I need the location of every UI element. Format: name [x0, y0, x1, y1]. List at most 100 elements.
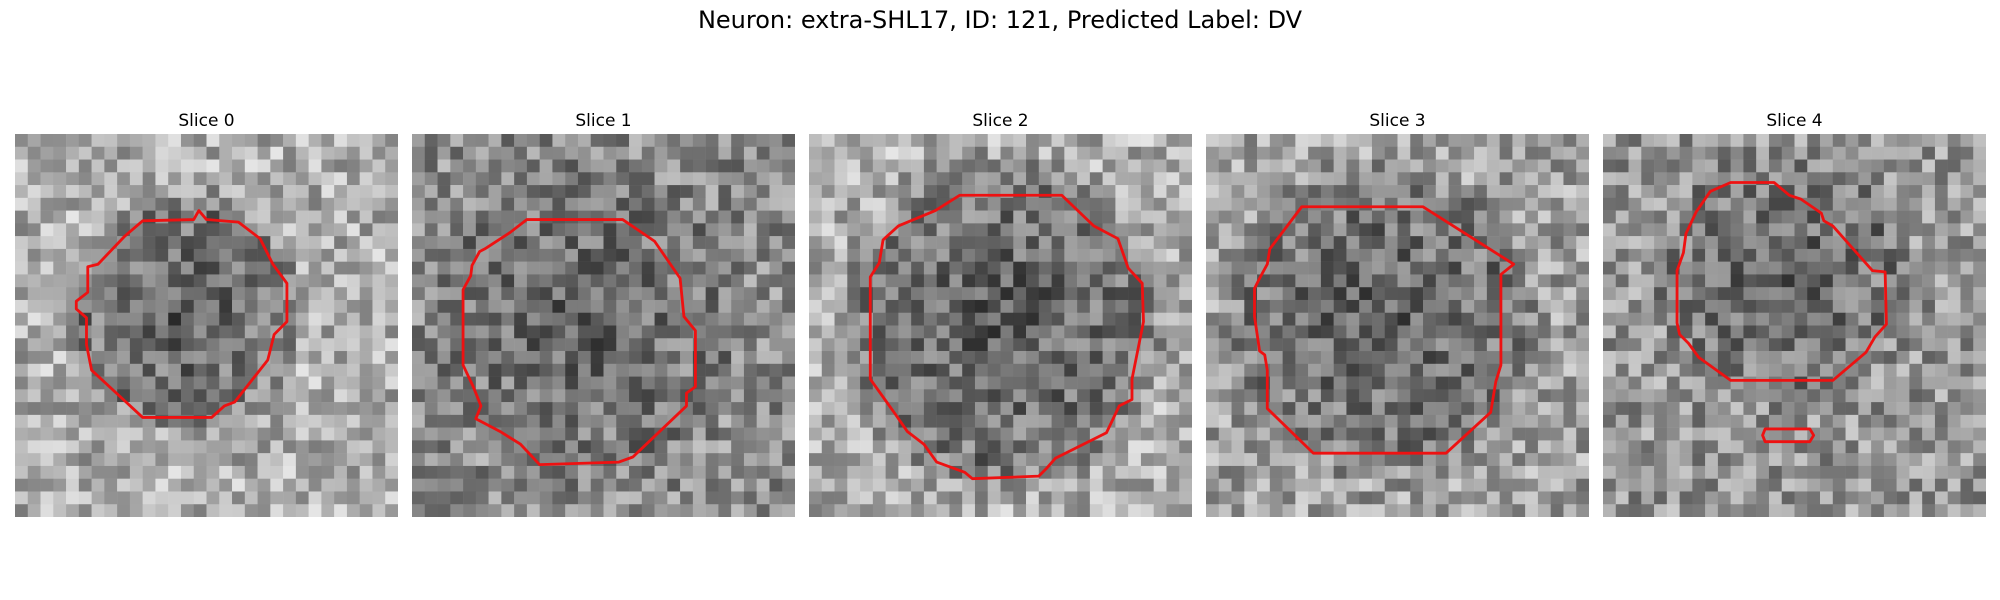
image-pixel [731, 299, 745, 313]
image-pixel [756, 465, 770, 479]
image-pixel [450, 248, 464, 262]
image-pixel [1269, 325, 1283, 339]
image-pixel [334, 338, 348, 352]
image-pixel [1206, 491, 1220, 505]
image-pixel [1115, 338, 1129, 352]
image-pixel [488, 261, 502, 275]
image-pixel [962, 261, 976, 275]
image-pixel [1615, 185, 1629, 199]
image-pixel [1397, 440, 1411, 454]
image-pixel [1628, 312, 1642, 326]
image-pixel [91, 351, 105, 365]
image-pixel [1359, 146, 1373, 160]
image-pixel [1794, 159, 1808, 173]
image-pixel [987, 338, 1001, 352]
image-pixel [1845, 312, 1859, 326]
image-pixel [1077, 134, 1091, 148]
image-pixel [372, 440, 386, 454]
image-pixel [295, 197, 309, 211]
image-pixel [1026, 504, 1040, 517]
image-pixel [1038, 134, 1052, 148]
image-pixel [1026, 172, 1040, 186]
image-pixel [1179, 325, 1192, 339]
image-pixel [412, 287, 426, 301]
image-pixel [1871, 210, 1885, 224]
image-pixel [334, 287, 348, 301]
image-pixel [1486, 146, 1500, 160]
image-pixel [437, 453, 451, 467]
image-pixel [424, 389, 438, 403]
image-pixel [936, 376, 950, 390]
image-pixel [1448, 159, 1462, 173]
image-pixel [1832, 299, 1846, 313]
image-pixel [15, 491, 29, 505]
image-pixel [1794, 465, 1808, 479]
image-pixel [1461, 312, 1475, 326]
image-pixel [526, 440, 540, 454]
image-pixel [590, 236, 604, 250]
image-pixel [1346, 185, 1360, 199]
image-pixel [552, 338, 566, 352]
image-pixel [769, 402, 783, 416]
image-pixel [1231, 504, 1245, 517]
image-pixel [552, 274, 566, 288]
image-pixel [680, 478, 694, 492]
image-pixel [1218, 134, 1232, 148]
image-pixel [91, 287, 105, 301]
image-pixel [692, 299, 706, 313]
image-pixel [949, 491, 963, 505]
image-pixel [1666, 478, 1680, 492]
image-pixel [1077, 185, 1091, 199]
image-pixel [1960, 299, 1974, 313]
image-pixel [1359, 197, 1373, 211]
image-pixel [463, 287, 477, 301]
image-pixel [1845, 197, 1859, 211]
image-pixel [1448, 236, 1462, 250]
image-pixel [1576, 414, 1589, 428]
image-pixel [219, 146, 233, 160]
image-pixel [1603, 338, 1617, 352]
image-pixel [1333, 325, 1347, 339]
image-pixel [1486, 504, 1500, 517]
image-pixel [295, 389, 309, 403]
image-pixel [1947, 440, 1961, 454]
image-pixel [1550, 299, 1564, 313]
image-pixel [1781, 312, 1795, 326]
image-pixel [104, 287, 118, 301]
image-pixel [180, 427, 194, 441]
image-pixel [193, 363, 207, 377]
image-pixel [450, 363, 464, 377]
image-pixel [1320, 363, 1334, 377]
image-pixel [1550, 146, 1564, 160]
image-pixel [1537, 299, 1551, 313]
image-pixel [1448, 478, 1462, 492]
image-pixel [180, 504, 194, 517]
image-pixel [1858, 504, 1872, 517]
image-pixel [1909, 376, 1923, 390]
image-pixel [475, 465, 489, 479]
image-pixel [488, 414, 502, 428]
image-pixel [1537, 440, 1551, 454]
image-pixel [834, 325, 848, 339]
image-pixel [1320, 197, 1334, 211]
image-pixel [680, 338, 694, 352]
image-pixel [1308, 172, 1322, 186]
image-pixel [1140, 325, 1154, 339]
image-pixel [834, 236, 848, 250]
image-pixel [501, 261, 515, 275]
image-pixel [1499, 453, 1513, 467]
image-pixel [1512, 312, 1526, 326]
image-pixel [1013, 134, 1027, 148]
image-pixel [1423, 146, 1437, 160]
image-pixel [78, 197, 92, 211]
image-pixel [526, 363, 540, 377]
image-pixel [1013, 197, 1027, 211]
image-pixel [180, 389, 194, 403]
image-pixel [1576, 351, 1589, 365]
image-pixel [475, 363, 489, 377]
image-pixel [412, 376, 426, 390]
image-pixel [1371, 363, 1385, 377]
image-pixel [437, 134, 451, 148]
image-pixel [1820, 299, 1834, 313]
image-pixel [743, 274, 757, 288]
